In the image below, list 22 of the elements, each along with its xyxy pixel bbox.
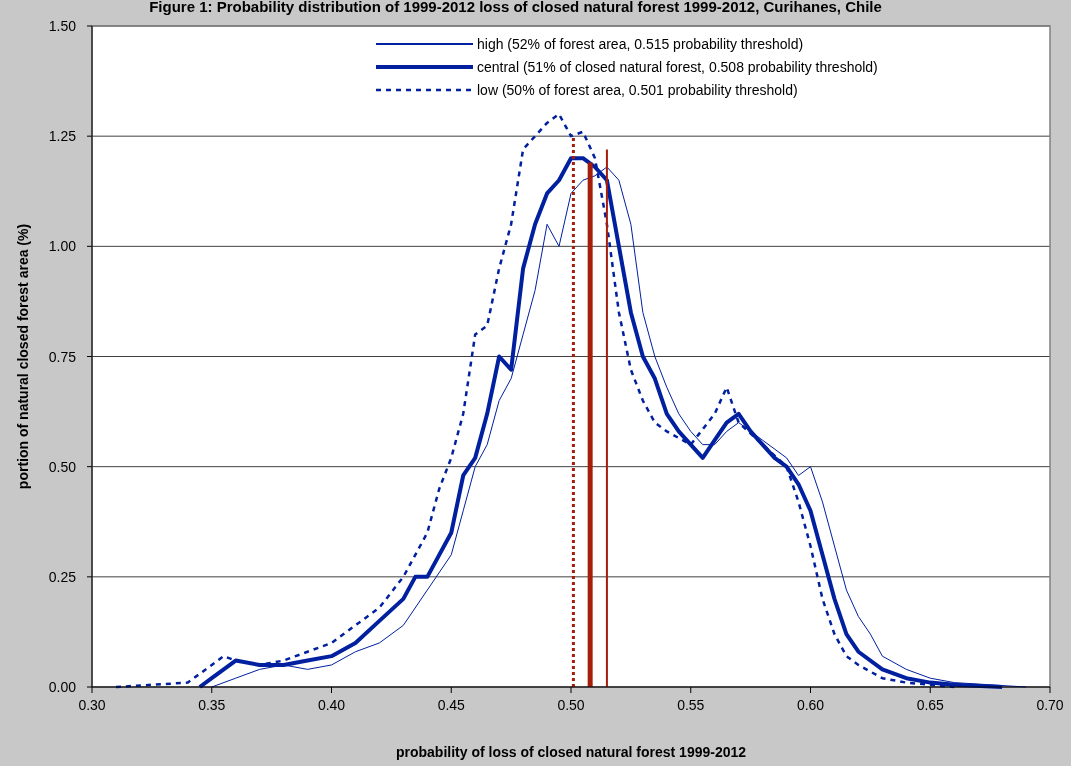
y-tick-label: 1.00	[48, 238, 77, 255]
x-tick-label: 0.35	[198, 697, 226, 713]
x-tick-label: 0.45	[437, 697, 466, 713]
y-tick-label: 0.00	[48, 679, 77, 695]
x-tick-label: 0.65	[916, 697, 945, 713]
x-tick-label: 0.55	[677, 697, 705, 713]
x-tick-label: 0.50	[557, 697, 585, 713]
x-tick-label: 0.40	[317, 697, 346, 713]
y-tick-label: 0.75	[48, 348, 77, 365]
y-tick-label: 0.25	[48, 568, 77, 585]
x-tick-label: 0.60	[796, 697, 825, 713]
x-tick-label: 0.30	[78, 697, 106, 713]
legend-label: low (50% of forest area, 0.501 probability threshold)	[477, 82, 798, 98]
x-tick-label: 0.70	[1036, 697, 1064, 713]
y-tick-label: 1.25	[48, 128, 77, 145]
x-axis-title: probability of loss of closed natural forest 1999-2012	[395, 744, 747, 760]
legend-label: high (52% of forest area, 0.515 probability threshold)	[477, 36, 804, 52]
y-tick-label: 1.50	[48, 18, 77, 34]
chart-title: Figure 1: Probability distribution of 1999-2012 loss of closed natural forest 1999-2012, Curihanes, Chile	[149, 0, 882, 15]
legend-label: central (51% of closed natural forest, 0.508 probability threshold)	[477, 59, 878, 75]
y-tick-label: 0.50	[48, 458, 77, 475]
y-axis-title: portion of natural closed forest area (%)	[15, 223, 31, 490]
